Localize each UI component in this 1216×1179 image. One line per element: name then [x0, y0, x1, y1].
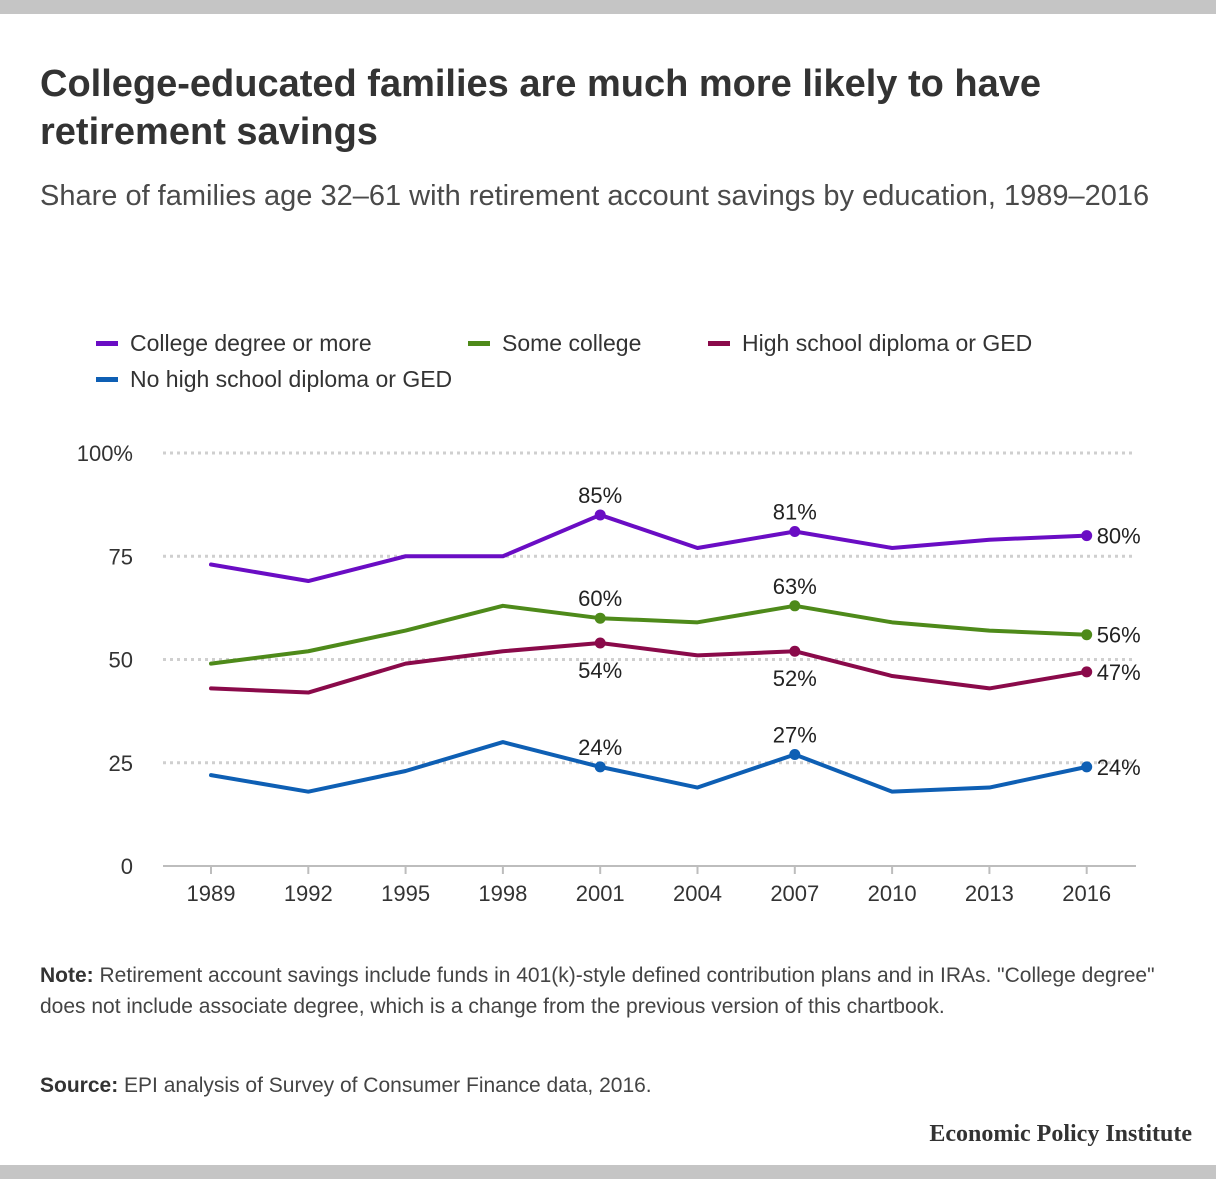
legend-swatch-high-school [708, 341, 730, 346]
brand-wordmark: Economic Policy Institute [929, 1121, 1192, 1147]
y-tick-label: 0 [121, 854, 133, 879]
data-point [789, 600, 801, 612]
x-tick-label: 2016 [1062, 881, 1111, 906]
chart-title: College-educated families are much more … [40, 63, 1042, 153]
data-point [1081, 530, 1093, 542]
x-tick-label: 1989 [187, 881, 236, 906]
source-text: EPI analysis of Survey of Consumer Finan… [124, 1074, 652, 1097]
note-text: Retirement account savings include funds… [40, 964, 1155, 1018]
legend-item-no-high-school: No high school diploma or GED [96, 366, 452, 393]
data-label: 60% [578, 586, 622, 611]
legend-item-some-college: Some college [468, 330, 641, 357]
data-label: 54% [578, 658, 622, 683]
chart-note: Note: Retirement account savings include… [40, 960, 1170, 1022]
x-tick-label: 2007 [770, 881, 819, 906]
x-tick-label: 1992 [284, 881, 333, 906]
legend-label-no-high-school: No high school diploma or GED [130, 366, 453, 392]
data-point [594, 509, 606, 521]
x-tick-label: 2001 [576, 881, 625, 906]
data-point [789, 748, 801, 760]
data-label: 85% [578, 483, 622, 508]
data-label: 47% [1097, 660, 1141, 685]
data-label: 52% [773, 666, 817, 691]
series-line [209, 603, 1089, 666]
y-tick-label: 25 [109, 751, 133, 776]
legend-label-some-college: Some college [502, 330, 642, 356]
data-label: 63% [773, 574, 817, 599]
data-label: 56% [1097, 623, 1141, 648]
y-tick-label: 50 [109, 648, 133, 673]
legend-swatch-some-college [468, 341, 490, 346]
data-point [594, 761, 606, 773]
legend-swatch-college [96, 341, 118, 346]
x-tick-label: 2004 [673, 881, 722, 906]
x-tick-label: 2010 [868, 881, 917, 906]
note-label: Note: [40, 964, 94, 987]
y-tick-label: 75 [109, 544, 133, 569]
data-point [594, 612, 606, 624]
chart-source: Source: EPI analysis of Survey of Consum… [40, 1070, 1170, 1101]
data-point [789, 525, 801, 537]
chart-subtitle: Share of families age 32–61 with retirem… [40, 180, 1150, 212]
series-line [209, 640, 1089, 695]
data-point [789, 645, 801, 657]
x-tick-label: 1998 [478, 881, 527, 906]
y-tick-label: 100% [77, 441, 133, 466]
data-point [1081, 761, 1093, 773]
data-label: 24% [578, 735, 622, 760]
data-label: 80% [1097, 524, 1141, 549]
legend-swatch-no-high-school [96, 377, 118, 382]
legend-item-college: College degree or more [96, 330, 372, 357]
series-line [209, 512, 1089, 584]
data-label: 81% [773, 499, 817, 524]
source-label: Source: [40, 1074, 119, 1097]
data-point [594, 637, 606, 649]
x-tick-label: 1995 [381, 881, 430, 906]
data-label: 27% [773, 722, 817, 747]
data-label: 24% [1097, 755, 1141, 780]
data-point [1081, 666, 1093, 678]
legend-item-high-school: High school diploma or GED [708, 330, 1032, 357]
legend-label-college: College degree or more [130, 330, 372, 356]
data-point [1081, 629, 1093, 641]
bottom-border [0, 1165, 1216, 1179]
line-chart: 0 25 50 75 100% 1989 1992 1995 1998 2001 2004 2007 2… [77, 441, 1141, 906]
x-tick-label: 2013 [965, 881, 1014, 906]
series-line [209, 740, 1089, 794]
top-border [0, 0, 1216, 14]
legend-label-high-school: High school diploma or GED [742, 330, 1033, 356]
